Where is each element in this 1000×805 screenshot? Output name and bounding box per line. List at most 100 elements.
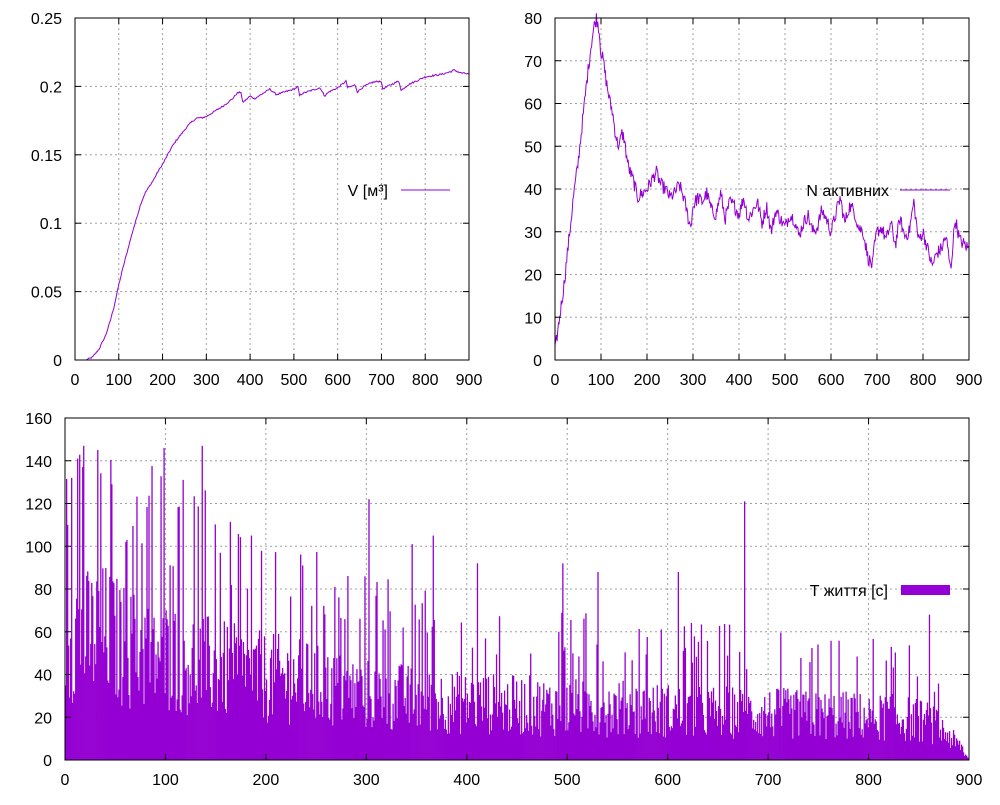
histogram-bar [829, 707, 831, 760]
y-tick-label: 0 [53, 353, 62, 370]
histogram-bar [627, 729, 629, 760]
histogram-bar [662, 736, 664, 760]
histogram-bar [80, 664, 82, 760]
histogram-bar [175, 711, 177, 760]
histogram-bar [71, 477, 73, 760]
histogram-bar [835, 723, 837, 760]
histogram-bar [946, 732, 949, 760]
histogram-bar [82, 467, 84, 760]
histogram-bar [242, 642, 245, 760]
histogram-bar [950, 737, 953, 760]
histogram-bar [477, 682, 480, 760]
histogram-bar [628, 725, 630, 760]
histogram-bar [509, 729, 512, 760]
histogram-bar [579, 711, 581, 760]
histogram-bar [256, 700, 259, 760]
histogram-bar [512, 675, 515, 760]
histogram-bar [705, 734, 708, 760]
histogram-bar [317, 645, 319, 760]
histogram-bar [725, 686, 728, 760]
histogram-bar [624, 652, 626, 760]
histogram-bar [144, 617, 146, 760]
histogram-bar [263, 636, 266, 760]
histogram-bar [407, 665, 409, 760]
histogram-bar [574, 715, 576, 760]
histogram-bar [943, 739, 946, 760]
histogram-bar [297, 678, 299, 760]
histogram-bar [522, 733, 524, 760]
histogram-bar [629, 694, 631, 760]
histogram-bar [905, 728, 908, 760]
histogram-bar [790, 695, 792, 760]
histogram-bar [72, 702, 74, 760]
histogram-bar [507, 731, 510, 760]
histogram-bar [268, 699, 271, 760]
histogram-bar [244, 686, 247, 760]
histogram-bar [745, 710, 747, 760]
histogram-bar [506, 684, 509, 760]
series-line [85, 69, 469, 361]
y-tick-label: 60 [524, 97, 542, 114]
histogram-bar [670, 726, 672, 760]
histogram-bar [901, 719, 903, 760]
histogram-bar [520, 734, 522, 760]
histogram-bar [342, 708, 344, 760]
histogram-bar [895, 724, 897, 760]
histogram-bar [511, 675, 514, 760]
histogram-bar [840, 696, 842, 760]
histogram-bar [797, 698, 799, 760]
histogram-bar [592, 721, 594, 760]
histogram-bar [665, 696, 667, 760]
histogram-bar [703, 730, 706, 760]
histogram-bar [784, 698, 786, 760]
histogram-bar [110, 459, 112, 760]
histogram-bar [151, 466, 153, 760]
histogram-bar [169, 565, 171, 760]
histogram-bar [881, 707, 883, 760]
y-tick-label: 140 [25, 454, 52, 471]
histogram-bar [376, 582, 378, 760]
histogram-bar [230, 585, 233, 760]
histogram-bar [202, 618, 204, 760]
histogram-bar [452, 722, 455, 760]
histogram-bar [637, 737, 639, 760]
histogram-bar [850, 697, 852, 760]
histogram-bar [320, 692, 322, 760]
histogram-bar [360, 669, 362, 760]
histogram-bar [617, 734, 619, 760]
plot-frame [74, 17, 470, 361]
histogram-bar [187, 664, 189, 760]
y-tick-label: 80 [34, 582, 52, 599]
histogram-bar [844, 712, 846, 760]
histogram-bar [107, 680, 109, 760]
histogram-bar [540, 736, 542, 760]
histogram-bar [266, 722, 269, 760]
histogram-bar [131, 633, 133, 760]
histogram-bar [778, 690, 780, 760]
histogram-bar [433, 619, 435, 760]
histogram-bar [167, 625, 169, 760]
histogram-bar [659, 701, 661, 760]
histogram-bar [302, 565, 304, 760]
histogram-bar [774, 709, 776, 760]
histogram-bar [773, 736, 775, 760]
histogram-bar [713, 718, 716, 760]
histogram-bar [661, 688, 663, 760]
histogram-bar [298, 655, 300, 760]
histogram-bar [803, 694, 805, 760]
histogram-bar [445, 729, 447, 760]
histogram-bar [909, 740, 912, 760]
histogram-bar [915, 699, 918, 760]
histogram-bar [897, 723, 899, 760]
histogram-bar [458, 675, 461, 760]
histogram-bar [626, 703, 628, 760]
histogram-bar [139, 651, 141, 760]
histogram-bar [358, 681, 360, 760]
histogram-bar [327, 657, 329, 760]
histogram-bar [410, 668, 412, 760]
histogram-bar [189, 674, 191, 760]
histogram-bar [767, 715, 769, 760]
histogram-bar [81, 609, 83, 760]
histogram-bar [395, 685, 397, 760]
